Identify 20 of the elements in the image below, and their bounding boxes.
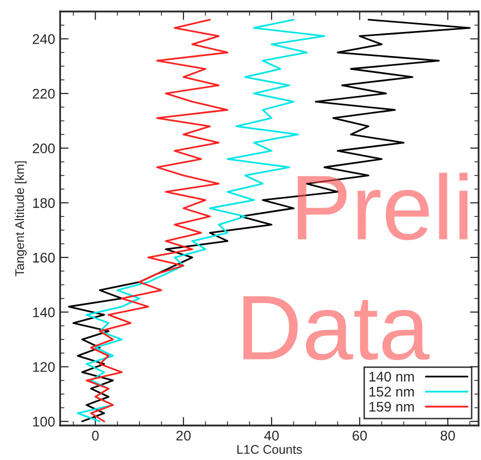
y-tick-label: 220 xyxy=(32,88,55,99)
legend-label: 140 nm xyxy=(369,372,414,382)
legend-label: 152 nm xyxy=(369,386,414,397)
annotation: Preli xyxy=(298,172,468,240)
y-tick-label: 180 xyxy=(33,198,55,208)
x-tick-label: 0 xyxy=(92,430,99,441)
x-tick-label: 40 xyxy=(264,430,279,441)
y-tick-label: 160 xyxy=(33,252,55,263)
y-tick-label: 140 xyxy=(33,307,55,318)
y-tick-label: 240 xyxy=(32,34,55,44)
y-tick-label: 120 xyxy=(33,362,55,372)
x-tick-label: 80 xyxy=(440,430,455,441)
x-axis-title: L1C Counts xyxy=(237,445,302,454)
y-tick-label: 200 xyxy=(32,143,55,154)
x-tick-label: 20 xyxy=(176,430,191,441)
annotation: Data xyxy=(243,296,430,360)
y-tick-label: 100 xyxy=(33,416,55,427)
y-axis-title: Tangent Altitude [km] xyxy=(14,161,27,276)
x-tick-label: 60 xyxy=(352,430,367,441)
legend-label: 159 nm xyxy=(369,402,414,412)
